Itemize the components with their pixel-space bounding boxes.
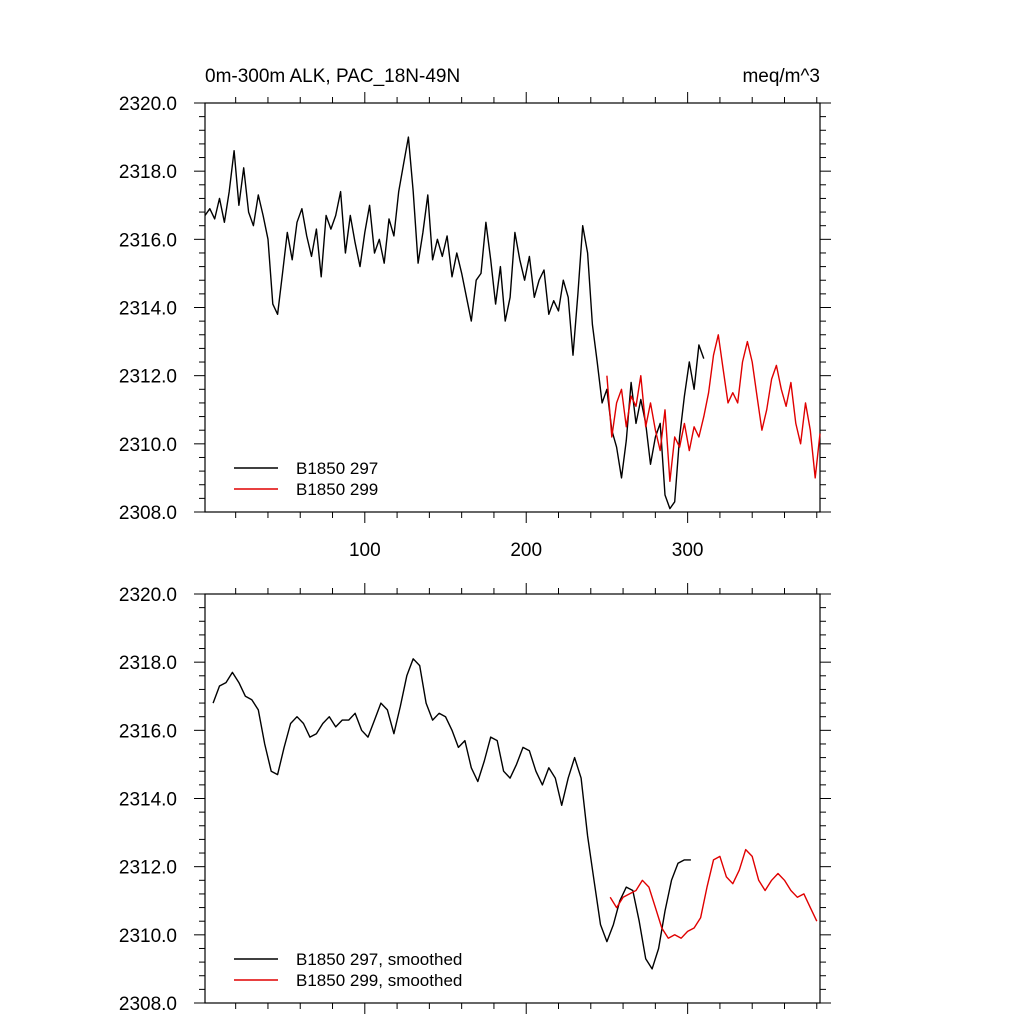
series-line-2: [606, 334, 821, 482]
y-tick-label: 2318.0: [119, 162, 177, 183]
plot-frame: [204, 102, 821, 513]
y-tick-label: 2320.0: [119, 585, 177, 606]
plot-frame: [204, 593, 821, 1004]
y-tick-label: 2316.0: [119, 721, 177, 742]
smoothed-series-panel: 2308.0 2310.0 2312.0 2314.0 2316.0 2318.0 2320…: [119, 583, 831, 1015]
y-tick-label: 2312.0: [119, 367, 177, 388]
y-tick-label: 2310.0: [119, 435, 177, 456]
legend: B1850 297, smoothed B1850 299, smoothed: [234, 950, 462, 990]
y-tick-label: 2308.0: [119, 503, 177, 524]
raw-series-panel: 2308.0 2310.0 2312.0 2314.0 2316.0 2318.0 2320…: [119, 92, 831, 561]
units-label: meq/m^3: [742, 66, 820, 87]
series-line-2: [609, 848, 818, 939]
legend-label: B1850 297: [296, 459, 378, 478]
y-tick-label: 2316.0: [119, 230, 177, 251]
legend-label: B1850 299: [296, 480, 378, 499]
x-tick-label: 200: [510, 540, 542, 561]
x-axis: [235, 583, 818, 1014]
legend-label: B1850 297, smoothed: [296, 950, 462, 969]
series-line-1: [204, 136, 705, 510]
y-axis: 2308.0 2310.0 2312.0 2314.0 2316.0 2318.0 2320…: [119, 585, 831, 1015]
y-tick-label: 2314.0: [119, 299, 177, 320]
chart-title: 0m-300m ALK, PAC_18N-49N: [205, 66, 460, 87]
x-tick-label: 300: [672, 540, 704, 561]
y-axis: 2308.0 2310.0 2312.0 2314.0 2316.0 2318.0 2320…: [119, 94, 831, 524]
y-tick-label: 2308.0: [119, 994, 177, 1015]
y-tick-label: 2320.0: [119, 94, 177, 115]
x-axis: 100 200 300: [235, 92, 818, 561]
x-tick-label: 100: [349, 540, 381, 561]
legend-label: B1850 299, smoothed: [296, 971, 462, 990]
y-tick-label: 2310.0: [119, 926, 177, 947]
y-tick-label: 2318.0: [119, 653, 177, 674]
legend: B1850 297 B1850 299: [234, 459, 378, 499]
y-tick-label: 2314.0: [119, 790, 177, 811]
y-tick-label: 2312.0: [119, 858, 177, 879]
series-line-1: [212, 658, 691, 970]
